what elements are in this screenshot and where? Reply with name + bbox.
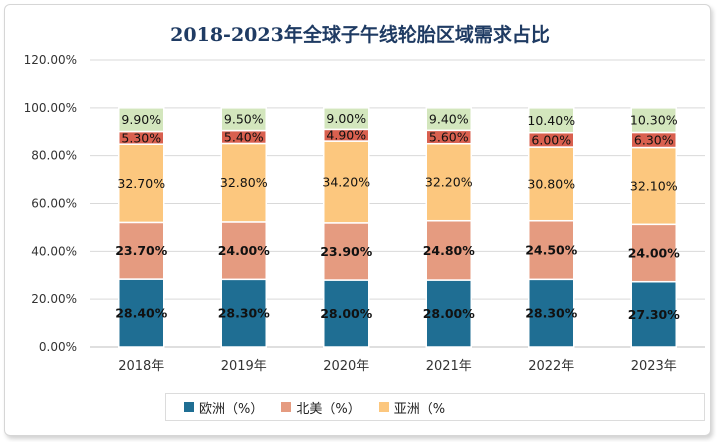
bar-segment [528, 107, 575, 134]
legend-swatch [378, 402, 389, 412]
y-tick-label: 40.00% [31, 244, 77, 258]
legend-label: 北美（%） [296, 401, 361, 417]
x-tick-label: 2020年 [323, 359, 369, 374]
data-label: 28.00% [423, 306, 476, 321]
bar-segment [323, 140, 370, 224]
bar-segment [528, 146, 575, 222]
bar-segment [528, 278, 575, 348]
y-tick-label: 80.00% [31, 149, 77, 163]
bar-segment [425, 219, 472, 281]
data-label: 32.10% [630, 178, 678, 193]
bar-segment [323, 107, 370, 131]
data-label: 24.00% [218, 243, 271, 258]
data-label: 9.50% [224, 112, 264, 127]
data-label: 5.60% [429, 130, 469, 145]
data-label: 23.70% [115, 243, 168, 258]
data-label: 9.90% [121, 112, 161, 127]
data-label: 28.40% [115, 306, 168, 321]
legend-label: 亚洲（% [393, 401, 446, 417]
bar-segment [323, 222, 370, 281]
bar-segment [220, 278, 267, 348]
legend-entry: 北美（%） [281, 398, 361, 417]
data-label: 6.00% [531, 132, 571, 147]
data-label: 28.30% [218, 306, 271, 321]
data-label: 10.40% [527, 113, 575, 128]
data-label: 32.80% [220, 175, 268, 190]
bar-segment [220, 221, 267, 281]
legend-swatch [281, 402, 292, 412]
bar-segment [425, 142, 472, 222]
y-tick-label: 60.00% [31, 197, 77, 211]
data-label: 24.50% [525, 243, 578, 258]
data-label: 28.30% [525, 306, 578, 321]
data-label: 24.80% [423, 243, 476, 258]
bar-segment [528, 219, 575, 281]
bar-segment [220, 107, 267, 132]
data-label: 24.00% [628, 246, 681, 261]
x-tick-label: 2023年 [631, 359, 677, 374]
bar-segment [118, 107, 165, 133]
data-label: 10.30% [630, 113, 678, 128]
bar-segment [630, 223, 677, 283]
data-label: 32.70% [117, 176, 165, 191]
legend-entry: 亚洲（% [378, 398, 446, 417]
legend: 欧洲（%） 北美（%） 亚洲（% [165, 393, 705, 421]
bar-segment [425, 279, 472, 348]
legend-entry: 欧洲（%） [184, 398, 263, 417]
x-tick-label: 2018年 [118, 359, 164, 374]
data-label: 28.00% [320, 306, 373, 321]
data-label: 6.30% [634, 133, 674, 148]
x-tick-label: 2022年 [528, 359, 574, 374]
y-tick-label: 100.00% [24, 101, 77, 115]
data-label: 9.00% [326, 111, 366, 126]
legend-label: 欧洲（%） [199, 401, 264, 417]
legend-swatch [184, 402, 194, 412]
data-label: 5.30% [121, 130, 161, 145]
data-label: 23.90% [320, 244, 373, 259]
bar-segment [425, 107, 472, 132]
bar-segment [323, 279, 370, 348]
y-tick-label: 120.00% [24, 53, 77, 67]
data-label: 27.30% [628, 307, 681, 322]
chart-title: 2018-2023年全球子午线轮胎区域需求占比 [170, 24, 550, 46]
bar-segment [118, 221, 165, 280]
bar-segment [630, 107, 677, 134]
x-tick-label: 2019年 [221, 359, 267, 374]
data-label: 34.20% [322, 174, 370, 189]
y-tick-label: 0.00% [39, 340, 77, 354]
bar-segment [118, 278, 165, 348]
x-tick-label: 2021年 [426, 359, 472, 374]
data-label: 32.20% [425, 175, 473, 190]
data-label: 9.40% [429, 112, 469, 127]
data-label: 4.90% [326, 128, 366, 143]
data-label: 30.80% [527, 176, 575, 191]
bar-segment [630, 146, 677, 226]
y-tick-label: 20.00% [31, 292, 77, 306]
bar-segment [118, 143, 165, 224]
data-label: 5.40% [224, 130, 264, 145]
